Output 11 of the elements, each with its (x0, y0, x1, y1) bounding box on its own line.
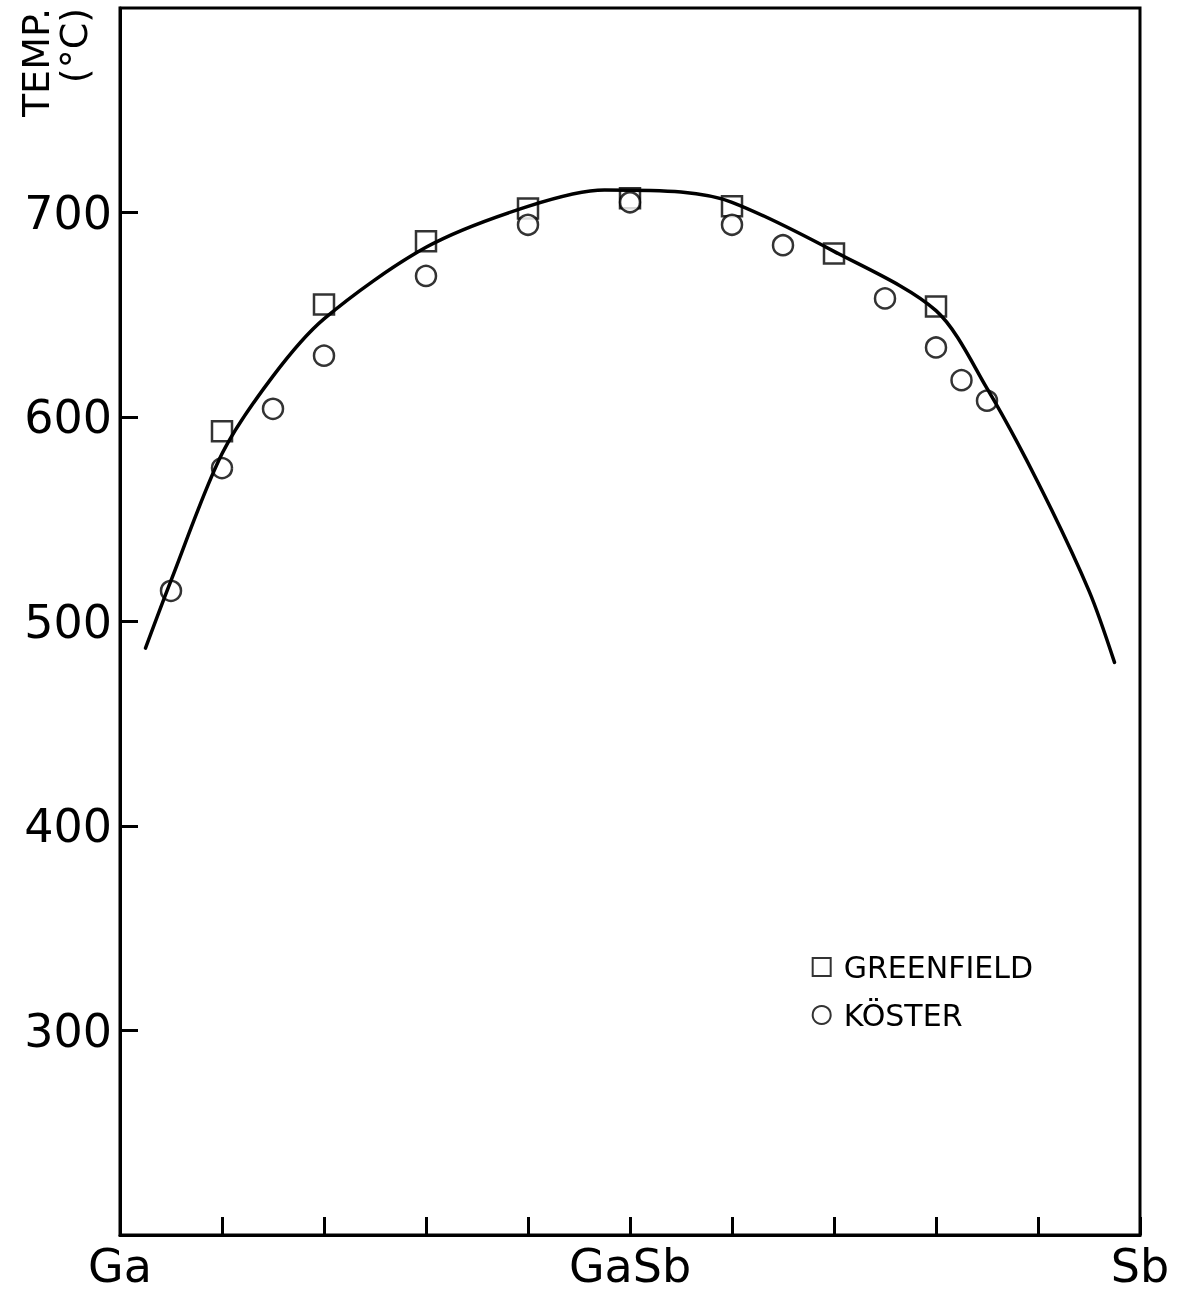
x-tick-label: Ga (88, 1239, 152, 1293)
y-tick-label: 700 (24, 185, 112, 240)
y-axis-title: TEMP. (°C) (14, 8, 96, 119)
x-tick-label: GaSb (568, 1239, 692, 1293)
legend-label: KÖSTER (843, 997, 963, 1033)
y-tick-label: 500 (24, 594, 112, 649)
x-tick-label: Sb (1110, 1239, 1170, 1293)
y-tick-label: 300 (24, 1003, 112, 1058)
y-tick-label: 600 (24, 390, 112, 444)
y-tick-label: 400 (24, 799, 112, 853)
legend-label: GREENFIELD (843, 949, 1034, 985)
